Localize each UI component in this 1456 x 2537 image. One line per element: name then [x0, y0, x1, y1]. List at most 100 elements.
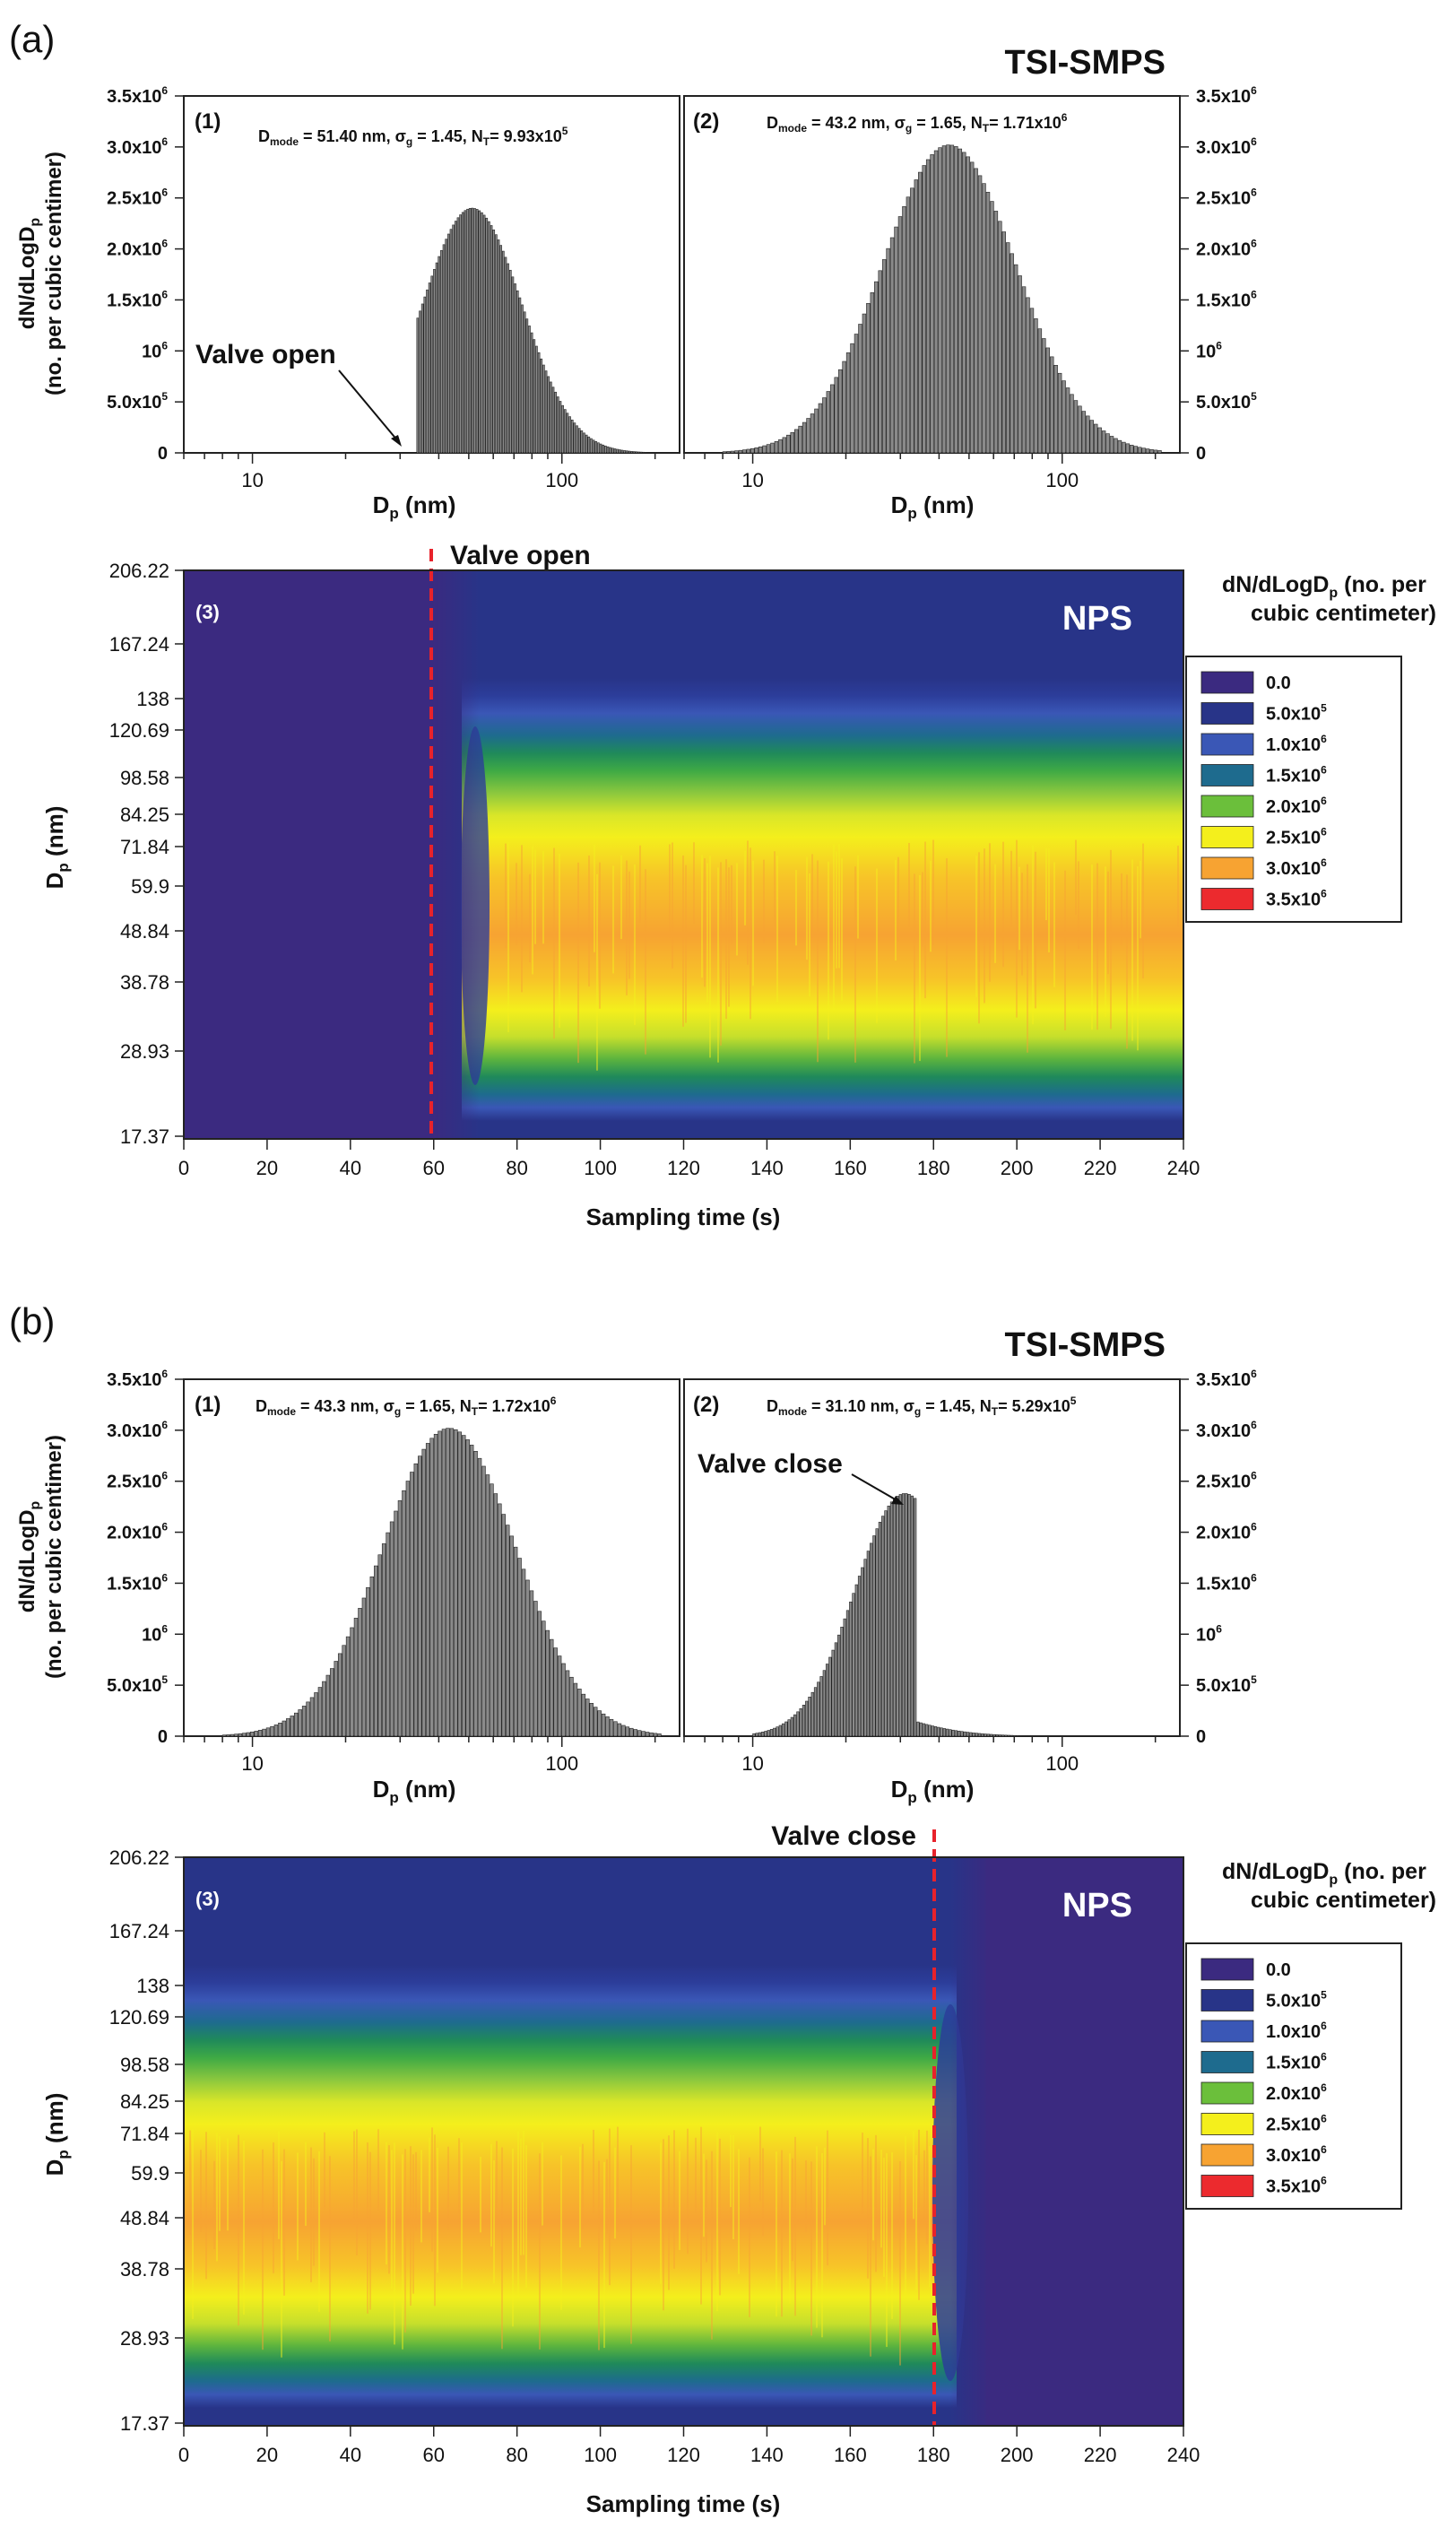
- legend-label: 2.5x106: [1266, 2113, 1327, 2135]
- bar: [857, 1576, 862, 1737]
- bar: [581, 1693, 586, 1737]
- bar: [604, 445, 607, 454]
- bar: [641, 1731, 646, 1737]
- bar: [402, 1490, 406, 1737]
- striation: [897, 856, 899, 942]
- bar: [781, 1723, 785, 1737]
- bar: [822, 397, 827, 454]
- bar: [613, 448, 617, 454]
- bar: [583, 432, 585, 454]
- legend-label: 5.0x105: [1266, 702, 1327, 725]
- y-tick-label: 2.0x106: [1196, 238, 1257, 260]
- bar: [982, 183, 986, 454]
- x-tick-label: 140: [750, 2444, 784, 2466]
- bar: [986, 1733, 990, 1737]
- striation: [447, 2146, 449, 2230]
- bar: [1157, 450, 1162, 454]
- bar: [1093, 423, 1098, 454]
- valve-annotation: Valve close: [698, 1449, 843, 1479]
- y-axis: 0 5.0x105 106 1.5x106 2.0x106 2.5x106 3.0x106 3…: [1180, 1368, 1257, 1747]
- legend-title-line2: cubic centimeter): [1251, 1888, 1436, 1913]
- striation: [975, 856, 977, 997]
- x-tick-label: 10: [241, 469, 263, 491]
- legend-swatch: [1200, 702, 1254, 725]
- bar: [1021, 286, 1027, 454]
- bar: [629, 1727, 634, 1737]
- bar: [397, 1500, 403, 1737]
- striation: [716, 2132, 718, 2312]
- bar: [1062, 380, 1066, 454]
- striation: [821, 2153, 823, 2338]
- bar: [852, 1593, 855, 1737]
- striation: [1142, 843, 1144, 978]
- y-tick-label: 84.25: [120, 804, 169, 826]
- y-tick-label: 5.0x105: [1196, 390, 1257, 413]
- bar: [566, 413, 569, 454]
- bar: [482, 214, 486, 454]
- x-tick-label: 0: [178, 2444, 189, 2466]
- x-axis: 10 100: [183, 453, 656, 491]
- bar: [518, 297, 522, 454]
- bar: [818, 403, 823, 454]
- bar: [918, 171, 923, 454]
- bar: [826, 391, 831, 454]
- bar: [782, 437, 787, 454]
- x-tick-label: 10: [741, 469, 763, 491]
- bar-group: [722, 144, 1162, 454]
- striation: [1107, 871, 1109, 975]
- striation: [923, 2150, 925, 2223]
- bar: [981, 1733, 984, 1737]
- striation: [816, 2146, 818, 2328]
- bar: [889, 237, 895, 454]
- striation: [854, 866, 856, 1063]
- striation: [914, 873, 915, 1064]
- bar: [617, 1723, 622, 1737]
- bar: [609, 1718, 614, 1737]
- striation: [588, 856, 590, 986]
- bar: [273, 1725, 279, 1737]
- y-tick-label: 71.84: [120, 2123, 169, 2145]
- bar: [530, 332, 533, 454]
- x-tick-label: 100: [584, 2444, 617, 2466]
- striation: [1064, 870, 1066, 1030]
- bar: [516, 290, 519, 454]
- striation: [614, 2147, 616, 2239]
- bar: [613, 1721, 618, 1737]
- x-axis-title: Dp (nm): [373, 1776, 456, 1806]
- bar: [593, 1707, 598, 1737]
- bar: [576, 425, 578, 454]
- x-axis: 10 100: [683, 453, 1157, 491]
- y-tick-label: 48.84: [120, 920, 169, 943]
- bar: [545, 1629, 550, 1737]
- striation: [639, 845, 641, 923]
- bar: [942, 1728, 946, 1737]
- legend-box: [1185, 656, 1402, 923]
- striation: [1078, 861, 1079, 950]
- bar: [550, 381, 552, 454]
- striation: [728, 867, 730, 1007]
- panel-a: (a) TSI-SMPS 10 100 05.0x1051061.5x1062.0…: [9, 18, 1436, 1230]
- striation: [738, 2149, 740, 2274]
- striation: [628, 871, 630, 979]
- bar: [314, 1692, 318, 1737]
- bar: [511, 276, 515, 454]
- x-tick-label: 100: [584, 1157, 617, 1179]
- bar: [813, 1687, 818, 1737]
- bar: [257, 1730, 263, 1737]
- bar: [293, 1712, 299, 1737]
- striation: [501, 2147, 503, 2350]
- striation: [200, 2150, 202, 2232]
- bar: [893, 1498, 897, 1737]
- striation: [867, 2138, 869, 2279]
- bar: [843, 1618, 846, 1737]
- bar: [290, 1716, 294, 1737]
- striation: [736, 863, 738, 956]
- striation: [582, 2143, 584, 2229]
- bar: [535, 345, 538, 454]
- bar: [421, 1448, 426, 1737]
- x-tick-label: 180: [917, 1157, 950, 1179]
- striation: [437, 2147, 438, 2273]
- bar: [1006, 242, 1010, 454]
- bar: [462, 1435, 466, 1737]
- bar: [822, 1670, 826, 1737]
